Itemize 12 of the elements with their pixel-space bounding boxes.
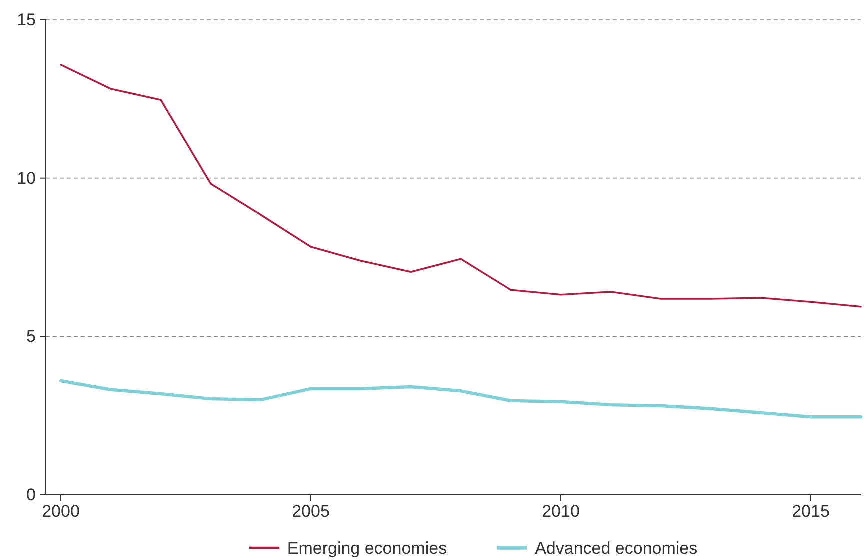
x-tick-label: 2005 xyxy=(292,502,330,522)
y-tick-label: 10 xyxy=(17,168,36,188)
x-tick-label: 2010 xyxy=(542,502,580,522)
line-series xyxy=(60,64,862,308)
x-tick-label: 2000 xyxy=(42,502,80,522)
legend-label: Emerging economies xyxy=(287,539,448,558)
line-series xyxy=(59,379,863,419)
y-tick-label: 0 xyxy=(26,485,36,504)
y-tick-label: 15 xyxy=(17,10,36,30)
legend-label: Advanced economies xyxy=(535,539,698,558)
y-tick-label: 5 xyxy=(26,327,36,346)
x-tick-label: 2015 xyxy=(792,502,830,522)
